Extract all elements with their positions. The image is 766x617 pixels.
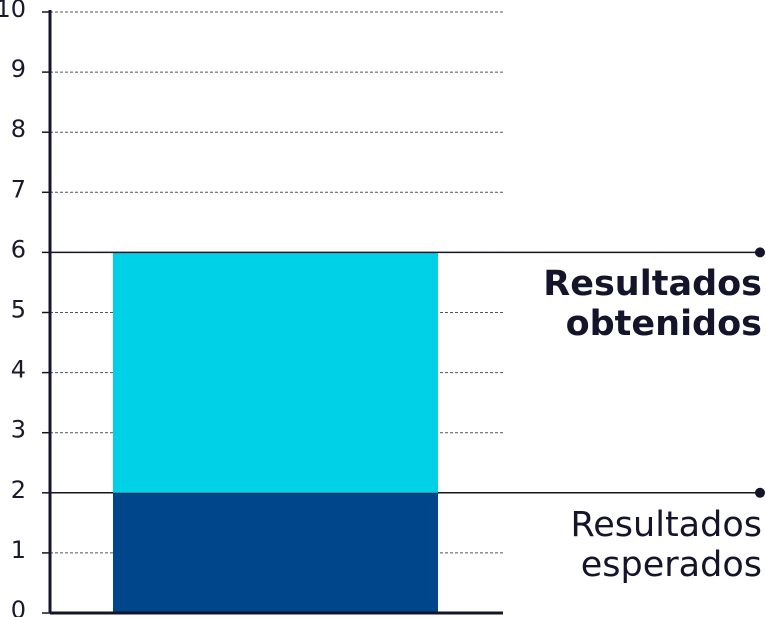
- reference-dot: [755, 247, 765, 258]
- y-tick-label: 3: [11, 416, 26, 444]
- bar-segment: [113, 252, 438, 493]
- y-tick-label: 7: [11, 175, 26, 203]
- y-tick-label: 4: [11, 356, 26, 384]
- y-tick-label: 8: [11, 115, 26, 143]
- legend-label: Resultados obtenidos: [543, 264, 762, 345]
- legend-label: Resultados esperados: [570, 504, 762, 585]
- reference-dot: [755, 487, 765, 498]
- y-tick-label: 5: [11, 296, 26, 324]
- y-tick-label: 10: [0, 0, 26, 23]
- y-tick-label: 1: [11, 536, 26, 564]
- bar-segment: [113, 492, 438, 613]
- y-tick-label: 6: [11, 235, 26, 263]
- y-tick-label: 2: [11, 476, 26, 504]
- y-tick-label: 9: [11, 55, 26, 83]
- y-tick-label: 0: [11, 596, 26, 617]
